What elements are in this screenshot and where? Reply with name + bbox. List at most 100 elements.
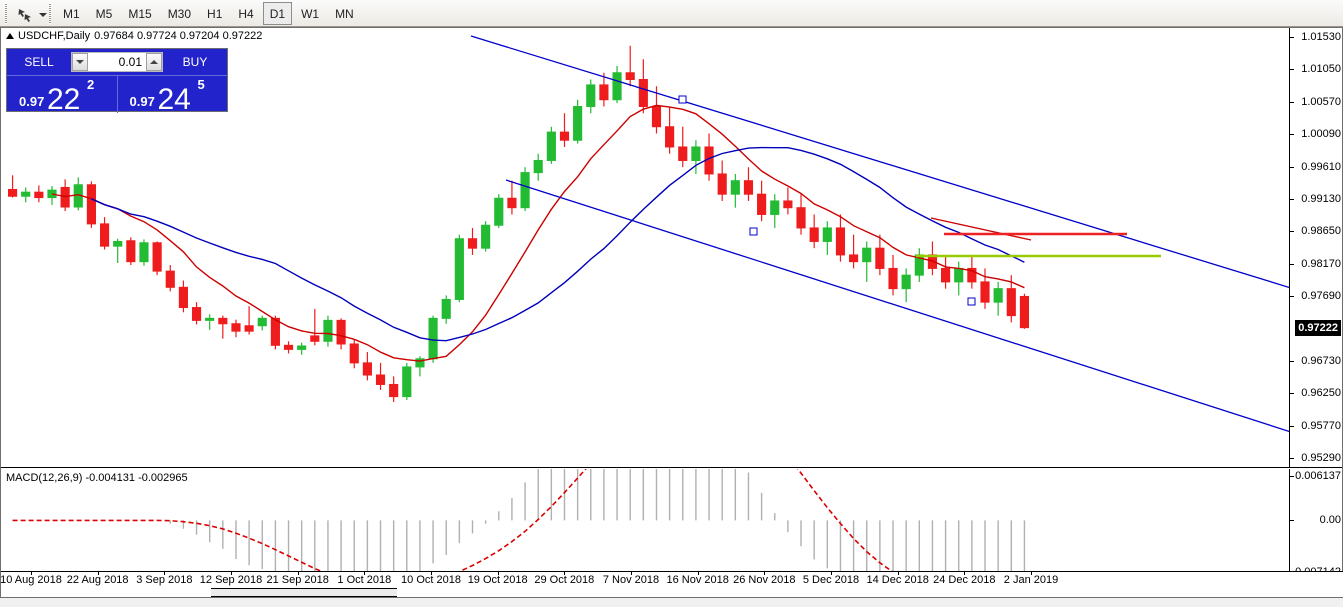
trade-panel-controls: SELL 0.01 BUY bbox=[7, 49, 227, 75]
timeframe-button-w1[interactable]: W1 bbox=[301, 6, 320, 21]
candle-body bbox=[546, 131, 556, 161]
candle-body bbox=[651, 105, 662, 128]
price-tick-mark bbox=[1290, 198, 1294, 200]
scrollbar-thumb[interactable] bbox=[211, 588, 397, 597]
crosshair-cursor-icon bbox=[18, 8, 31, 22]
toolbar-grip-timeframes[interactable] bbox=[47, 3, 54, 24]
bid-quote[interactable]: 0.97 22 2 bbox=[7, 75, 118, 115]
sell-button[interactable]: SELL bbox=[10, 52, 68, 72]
macd-histogram bbox=[169, 469, 1026, 579]
trendline-handle-mid[interactable] bbox=[749, 227, 758, 236]
volume-decrement-button[interactable] bbox=[72, 53, 88, 71]
date-tick-mark bbox=[164, 571, 166, 575]
candle-body bbox=[941, 267, 951, 283]
price-tick-mark bbox=[1290, 101, 1294, 103]
candle-body bbox=[454, 238, 464, 300]
volume-value[interactable]: 0.01 bbox=[118, 55, 142, 69]
moving-average-slow-line bbox=[91, 146, 1025, 342]
candle-body bbox=[297, 345, 307, 350]
cursor-tool-button[interactable] bbox=[12, 3, 54, 26]
time-scale[interactable]: 10 Aug 2018 22 Aug 2018 3 Sep 2018 12 Sep 2… bbox=[0, 571, 1343, 588]
candle-body bbox=[533, 159, 543, 174]
candle-body bbox=[218, 317, 228, 325]
timeframe-button-m5[interactable]: M5 bbox=[95, 6, 113, 21]
date-tick-mark bbox=[364, 571, 366, 575]
chart-area[interactable]: USDCHF,Daily 0.97684 0.97724 0.97204 0.9… bbox=[0, 27, 1343, 598]
candlestick-plot[interactable] bbox=[1, 28, 1291, 467]
date-tick-label: 21 Sep 2018 bbox=[266, 574, 329, 586]
candle-body bbox=[901, 274, 911, 290]
candle-body bbox=[757, 193, 767, 215]
date-tick-mark bbox=[1031, 571, 1032, 575]
candle-body bbox=[1019, 295, 1030, 329]
candle-body bbox=[152, 242, 162, 272]
date-tick-label: 7 Nov 2018 bbox=[602, 574, 660, 586]
candle-body bbox=[494, 197, 504, 226]
price-tick-mark bbox=[1290, 134, 1294, 136]
candle-body bbox=[34, 191, 44, 199]
price-tick-mark bbox=[1290, 263, 1294, 265]
timeframe-bar: M1 M5 M15 M30 H1 H4 D1 W1 MN bbox=[56, 2, 363, 25]
trendline-handle-lower[interactable] bbox=[967, 297, 976, 306]
short-descending-trendline[interactable] bbox=[930, 217, 1032, 241]
candle-body bbox=[47, 189, 57, 199]
channel-lower-trendline[interactable] bbox=[505, 179, 1291, 433]
date-tick-label: 12 Sep 2018 bbox=[199, 574, 263, 586]
candle-body bbox=[796, 207, 806, 229]
candle-body bbox=[323, 319, 333, 342]
one-click-trading-panel[interactable]: SELL 0.01 BUY 0.97 22 bbox=[6, 48, 228, 115]
candle-body bbox=[835, 227, 846, 256]
candle-body bbox=[783, 200, 793, 209]
candle-body bbox=[993, 288, 1003, 303]
candle-body bbox=[625, 72, 635, 81]
candle-body bbox=[1006, 288, 1016, 317]
chevron-down-icon[interactable] bbox=[39, 12, 47, 17]
trendline-handle-upper[interactable] bbox=[678, 95, 687, 104]
candle-body bbox=[730, 180, 740, 195]
price-tick-label: 0.97690 bbox=[1301, 290, 1341, 303]
timeframe-button-m30[interactable]: M30 bbox=[167, 6, 192, 21]
timeframe-button-h4[interactable]: H4 bbox=[238, 6, 254, 21]
date-tick-label: 10 Oct 2018 bbox=[401, 574, 461, 586]
buy-button[interactable]: BUY bbox=[166, 52, 224, 72]
date-tick-label: 10 Aug 2018 bbox=[0, 574, 62, 586]
moving-average-fast-line bbox=[51, 104, 1025, 362]
channel-upper-trendline[interactable] bbox=[470, 35, 1291, 289]
price-tick-mark bbox=[1290, 69, 1294, 71]
price-tick-label: 1.01050 bbox=[1301, 63, 1341, 76]
timeframe-button-h1[interactable]: H1 bbox=[207, 6, 223, 21]
candle-body bbox=[178, 286, 188, 309]
candle-body bbox=[428, 317, 438, 360]
main-toolbar: M1 M5 M15 M30 H1 H4 D1 W1 MN bbox=[0, 0, 1343, 27]
price-tick-mark bbox=[1290, 425, 1294, 427]
date-tick-mark bbox=[631, 571, 632, 575]
price-tick-label: 0.96730 bbox=[1301, 354, 1341, 367]
date-tick-label: 5 Dec 2018 bbox=[802, 574, 860, 586]
horizontal-scrollbar[interactable] bbox=[1, 588, 1343, 597]
candle-body bbox=[86, 184, 96, 225]
timeframe-button-m1[interactable]: M1 bbox=[63, 6, 80, 21]
triangle-up-icon bbox=[6, 33, 14, 39]
candle-body bbox=[283, 344, 294, 350]
date-tick-label: 24 Dec 2018 bbox=[933, 574, 996, 586]
price-tick-mark bbox=[1290, 458, 1294, 459]
candle-body bbox=[612, 72, 622, 101]
macd-tick-label: 0.00 bbox=[1319, 514, 1341, 527]
volume-field[interactable]: 0.01 bbox=[71, 52, 163, 72]
bid-price-fraction: 2 bbox=[87, 77, 95, 92]
volume-increment-button[interactable] bbox=[146, 53, 162, 71]
date-tick-mark bbox=[97, 571, 99, 575]
date-tick-mark bbox=[697, 571, 699, 575]
price-scale[interactable]: 1.01530 1.01050 1.00570 1.00090 0.99610 0.991… bbox=[1289, 28, 1342, 467]
candle-body bbox=[954, 267, 964, 283]
price-pane[interactable]: USDCHF,Daily 0.97684 0.97724 0.97204 0.9… bbox=[1, 28, 1342, 468]
date-tick-label: 22 Aug 2018 bbox=[66, 574, 129, 586]
candle-body bbox=[310, 335, 320, 342]
timeframe-button-m15[interactable]: M15 bbox=[128, 6, 152, 21]
ask-quote[interactable]: 0.97 24 5 bbox=[117, 75, 227, 115]
timeframe-button-d1[interactable]: D1 bbox=[262, 2, 293, 25]
candle-body bbox=[415, 358, 425, 368]
timeframe-button-mn[interactable]: MN bbox=[335, 6, 354, 21]
toolbar-grip-left[interactable] bbox=[3, 3, 10, 24]
